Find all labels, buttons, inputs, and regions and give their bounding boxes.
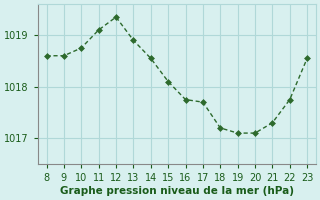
X-axis label: Graphe pression niveau de la mer (hPa): Graphe pression niveau de la mer (hPa)	[60, 186, 294, 196]
